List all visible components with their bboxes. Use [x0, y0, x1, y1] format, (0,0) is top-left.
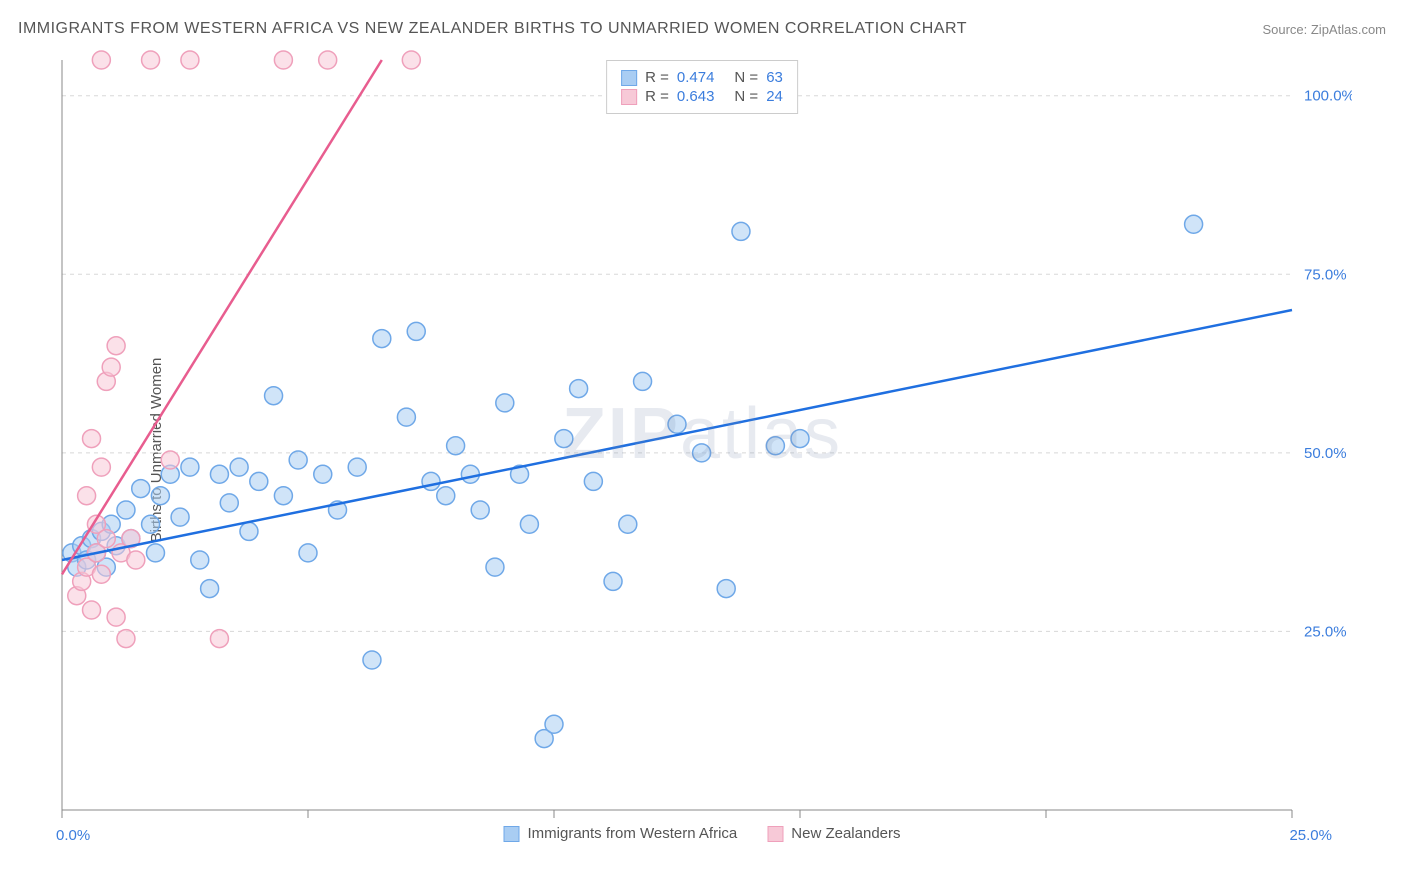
source-label: Source: ZipAtlas.com	[1262, 22, 1386, 37]
n-value: 24	[766, 88, 783, 105]
legend-swatch	[504, 826, 520, 842]
svg-text:25.0%: 25.0%	[1289, 827, 1332, 844]
legend-swatch	[621, 70, 637, 86]
svg-text:50.0%: 50.0%	[1304, 445, 1347, 462]
legend-series-item: Immigrants from Western Africa	[504, 825, 738, 842]
legend-series-item: New Zealanders	[767, 825, 900, 842]
legend-series-label: Immigrants from Western Africa	[528, 825, 738, 842]
chart-title: IMMIGRANTS FROM WESTERN AFRICA VS NEW ZE…	[18, 20, 967, 38]
legend-stats-row: R = 0.643 N = 24	[621, 88, 783, 105]
scatter-plot: 25.0% 50.0% 75.0% 100.0% 0.0% 25.0%	[52, 50, 1352, 850]
legend-stats-row: R = 0.474 N = 63	[621, 69, 783, 86]
svg-text:25.0%: 25.0%	[1304, 623, 1347, 640]
n-label: N =	[734, 88, 758, 105]
r-value: 0.643	[677, 88, 715, 105]
legend-swatch	[767, 826, 783, 842]
svg-text:0.0%: 0.0%	[56, 827, 90, 844]
n-value: 63	[766, 69, 783, 86]
n-label: N =	[734, 69, 758, 86]
legend-swatch	[621, 89, 637, 105]
legend-series: Immigrants from Western Africa New Zealan…	[504, 825, 901, 842]
legend-series-label: New Zealanders	[791, 825, 900, 842]
r-value: 0.474	[677, 69, 715, 86]
chart-area: Births to Unmarried Women 25.0%50.0%75.0…	[52, 50, 1352, 850]
r-label: R =	[645, 69, 669, 86]
svg-text:100.0%: 100.0%	[1304, 88, 1352, 105]
r-label: R =	[645, 88, 669, 105]
svg-text:75.0%: 75.0%	[1304, 266, 1347, 283]
legend-stats: R = 0.474 N = 63 R = 0.643 N = 24	[606, 60, 798, 114]
